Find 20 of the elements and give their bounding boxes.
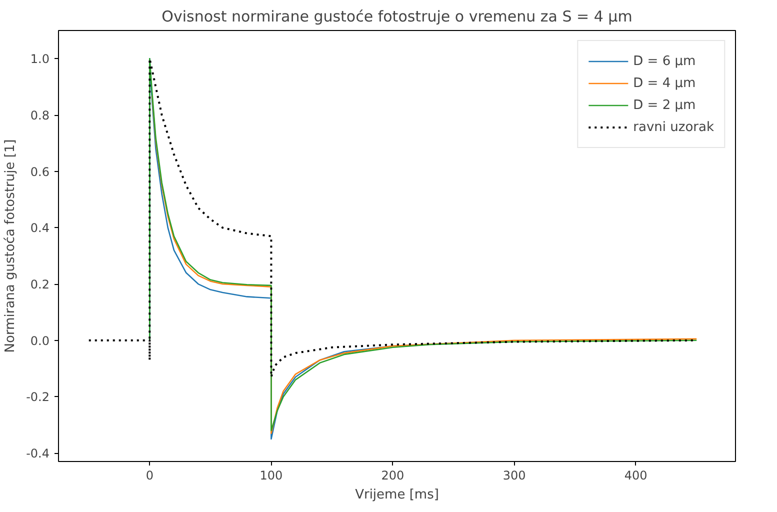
chart-title: Ovisnost normirane gustoće fotostruje o vremenu za S = 4 μm <box>162 8 632 26</box>
y-tick-label: 0.0 <box>30 334 50 348</box>
legend-label: D = 6 μm <box>633 54 696 68</box>
y-tick-label: 0.8 <box>30 108 50 123</box>
y-axis-title: Normirana gustoća fotostruje [1] <box>3 139 18 353</box>
legend-label: ravni uzorak <box>633 120 714 134</box>
y-tick-label: -0.4 <box>26 446 50 461</box>
y-tick-label: 0.2 <box>30 278 50 292</box>
x-tick-label: 100 <box>260 468 283 482</box>
y-tick-label: 1.0 <box>30 52 50 66</box>
legend-label: D = 2 μm <box>633 98 696 112</box>
y-tick-label: 0.4 <box>30 221 50 236</box>
y-tick-label: -0.2 <box>26 390 50 404</box>
x-tick-label: 200 <box>381 468 404 482</box>
legend-label: D = 4 μm <box>633 76 696 90</box>
x-axis-title: Vrijeme [ms] <box>355 488 439 502</box>
x-tick-label: 300 <box>502 468 526 482</box>
y-tick-label: 0.6 <box>30 164 50 179</box>
x-tick-label: 400 <box>624 468 648 482</box>
x-tick-label: 0 <box>146 468 154 482</box>
